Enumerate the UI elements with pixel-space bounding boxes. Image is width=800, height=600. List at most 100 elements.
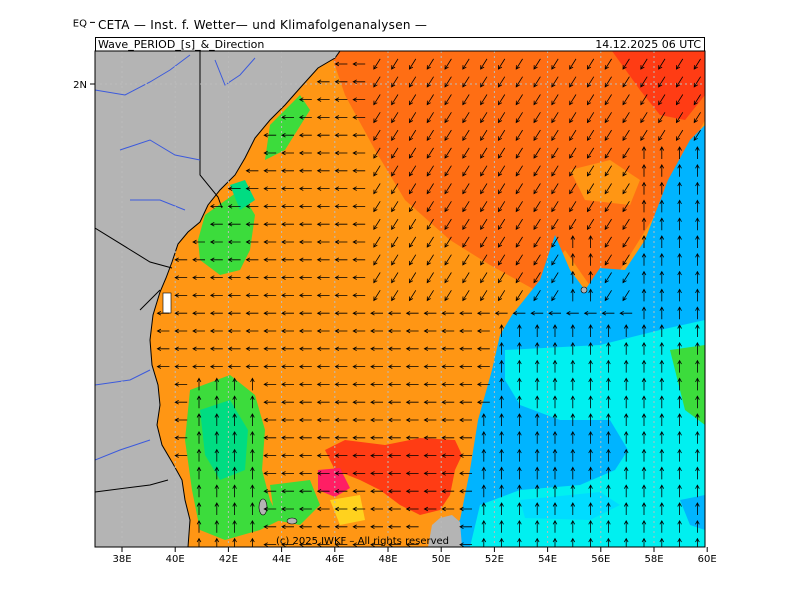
direction-arrow [534,537,540,547]
direction-arrow [534,395,540,409]
direction-arrow [497,112,506,124]
direction-arrow [551,254,559,266]
direction-arrow [641,288,647,302]
direction-arrow [695,519,700,533]
direction-arrow [517,448,522,462]
direction-arrow [373,112,381,124]
direction-arrow [641,448,647,462]
direction-arrow [623,341,629,355]
direction-arrow [316,488,330,494]
direction-arrow [459,364,472,369]
contour-labels: 77161397168151615161486716169 [214,0,702,35]
direction-arrow [641,270,647,284]
direction-arrow [569,183,577,195]
direction-arrow [174,417,188,423]
direction-arrow [334,204,348,209]
direction-arrow [214,377,220,391]
direction-arrow [174,435,188,441]
direction-arrow [352,382,366,387]
direction-arrow [677,235,682,248]
direction-arrow [298,399,312,405]
direction-arrow [250,466,255,480]
direction-arrow [214,502,220,515]
direction-arrow [515,201,523,213]
direction-arrow [352,364,366,369]
direction-arrow [515,218,523,231]
x-axis: 38E 40E 42E 44E 46E 48E 50E 52E 54E 56E 58E 60E [112,547,717,565]
direction-arrow [659,199,665,213]
direction-arrow [408,183,417,195]
direction-arrow [695,163,700,177]
direction-arrow [586,183,595,195]
direction-arrow [408,94,417,106]
direction-arrow [298,310,312,316]
direction-arrow [426,94,434,106]
direction-arrow [481,413,487,426]
direction-arrow [570,484,576,498]
direction-arrow [298,239,312,245]
direction-arrow [232,448,237,462]
direction-arrow [408,76,417,88]
direction-arrow [570,502,576,515]
direction-arrow [370,417,383,423]
direction-arrow [298,97,312,102]
direction-arrow [497,236,506,248]
direction-arrow [245,257,259,263]
direction-arrow [316,364,330,369]
direction-arrow [441,346,455,352]
direction-arrow [373,218,381,231]
direction-arrow [192,275,205,280]
direction-arrow [373,183,381,195]
direction-arrow [209,328,223,334]
direction-arrow [174,257,188,263]
direction-arrow [677,484,682,498]
direction-arrow [298,186,312,191]
direction-arrow [196,448,202,462]
direction-arrow [334,293,348,298]
direction-arrow [517,324,522,337]
direction-arrow [263,221,277,227]
direction-arrow [480,129,488,142]
direction-arrow [245,275,259,280]
direction-arrow [480,165,488,177]
direction-arrow [675,112,684,124]
direction-arrow [316,168,330,174]
direction-arrow [196,484,202,498]
direction-arrow [250,537,255,547]
direction-arrow [641,466,647,480]
direction-arrow [192,364,205,369]
direction-arrow [659,252,665,266]
direction-arrow [570,324,576,337]
direction-arrow [641,395,647,409]
direction-arrow [606,324,611,337]
direction-arrow [423,471,437,476]
direction-arrow [263,471,277,476]
direction-arrow [604,58,612,70]
direction-arrow [263,417,277,423]
direction-arrow [695,484,700,498]
direction-arrow [551,94,559,106]
direction-arrow [515,236,523,248]
direction-arrow [480,76,488,88]
direction-arrow [534,484,540,498]
direction-arrow [552,395,558,409]
direction-arrow [352,293,366,298]
direction-arrow [459,471,472,476]
direction-arrow [426,218,434,231]
direction-arrow [263,453,277,458]
direction-arrow [604,290,612,302]
direction-arrow [373,165,381,177]
direction-arrow [551,218,559,231]
direction-arrow [480,218,488,231]
grid-lines [95,51,705,547]
direction-arrow [695,430,700,444]
direction-arrow [298,293,312,298]
direction-arrow [281,168,294,174]
direction-arrow [316,328,330,334]
direction-arrow [334,257,348,263]
direction-arrow [641,252,647,266]
direction-arrow [659,235,665,248]
direction-arrow [659,341,665,355]
map-frame [94,50,706,548]
direction-arrow [462,58,470,70]
